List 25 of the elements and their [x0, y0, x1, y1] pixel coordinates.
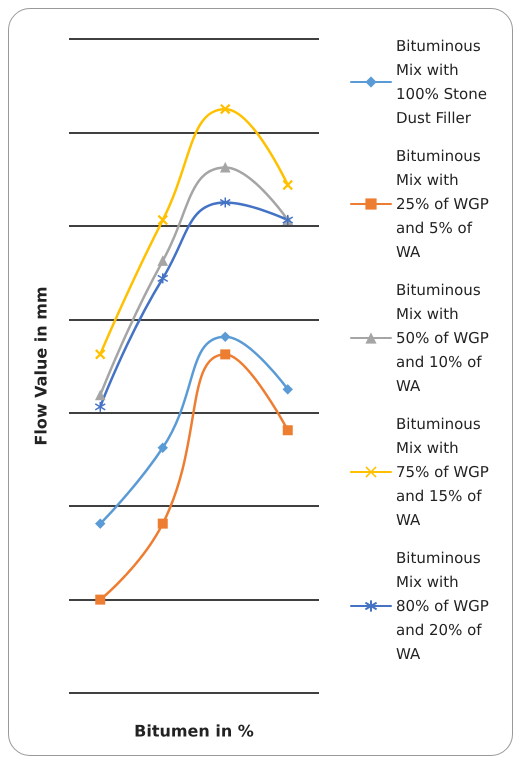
point	[158, 256, 168, 266]
legend-label: Bituminous Mix with 80% of WGP and 20% of WA	[396, 549, 494, 663]
legend-label: Bituminous Mix with 100% Stone Dust Filler	[396, 37, 492, 127]
point	[220, 332, 230, 342]
legend-label: Bituminous Mix with 75% of WGP and 15% of WA	[396, 415, 494, 529]
legend-label: Bituminous Mix with 50% of WGP and 10% of WA	[396, 281, 494, 395]
x-axis-title: Bitumen in %	[134, 722, 254, 740]
point	[220, 349, 230, 360]
point	[220, 196, 231, 208]
y-axis-title: Flow Value in mm	[32, 286, 50, 446]
point	[95, 518, 106, 529]
point	[157, 272, 168, 284]
point	[158, 518, 168, 529]
point	[95, 349, 106, 360]
point	[158, 215, 168, 226]
point	[95, 594, 106, 605]
point	[94, 401, 106, 413]
point	[158, 442, 168, 453]
point	[95, 390, 106, 400]
point	[220, 162, 230, 172]
point	[282, 180, 293, 190]
point	[220, 104, 230, 114]
legend-label: Bituminous Mix with 25% of WGP and 5% of WA	[396, 147, 494, 261]
point	[282, 384, 293, 394]
point	[282, 425, 293, 436]
